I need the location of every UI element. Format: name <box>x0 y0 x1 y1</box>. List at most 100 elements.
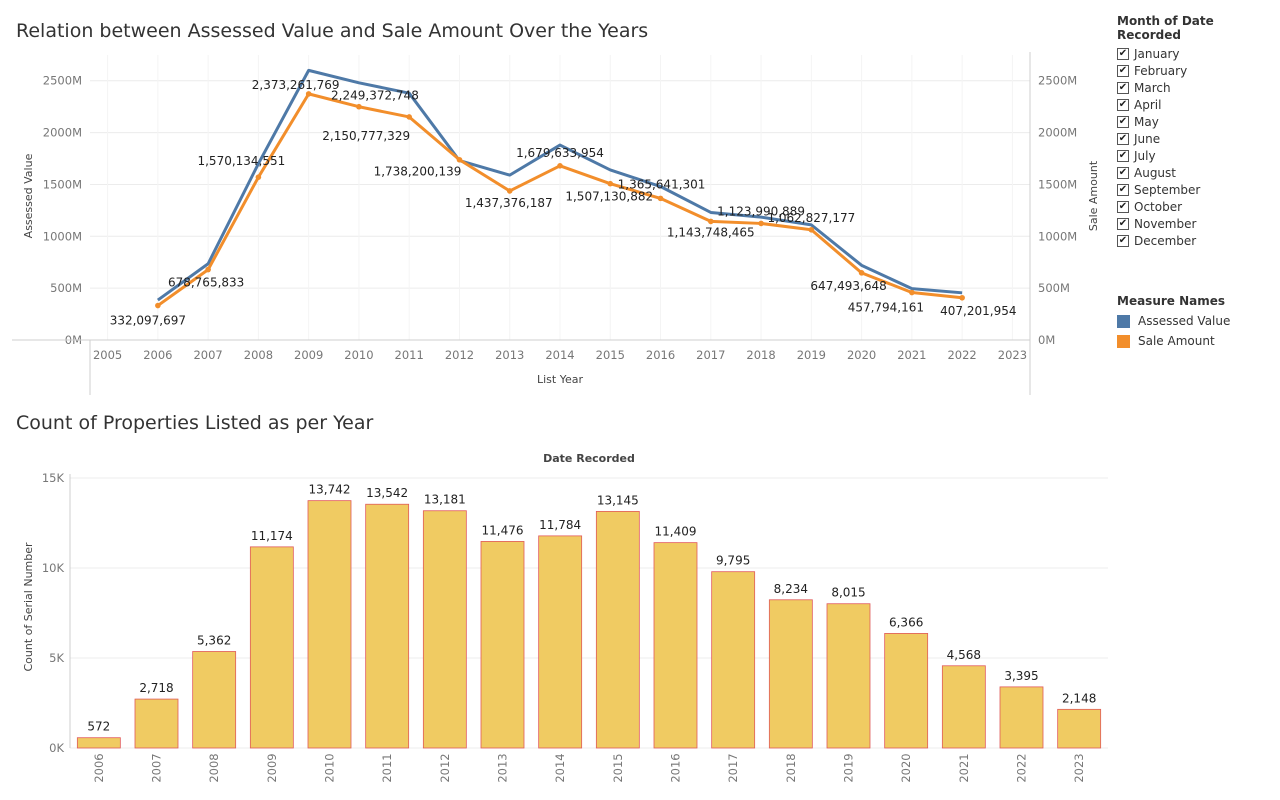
month-filter-item[interactable]: ✔ March <box>1117 79 1280 96</box>
month-filter-item[interactable]: ✔ November <box>1117 215 1280 232</box>
checkbox-checked-icon[interactable]: ✔ <box>1117 200 1129 213</box>
checkbox-checked-icon[interactable]: ✔ <box>1117 81 1129 94</box>
x-tick-label: 2012 <box>438 753 452 782</box>
bar <box>1057 708 1102 749</box>
month-filter-item[interactable]: ✔ August <box>1117 164 1280 181</box>
data-label: 1,679,633,954 <box>516 146 604 160</box>
measure-legend-item[interactable]: Sale Amount <box>1117 331 1230 351</box>
month-filter-label: April <box>1134 97 1162 112</box>
data-label: 1,143,748,465 <box>667 225 755 239</box>
x-tick-label: 2011 <box>395 348 424 362</box>
month-filter-item[interactable]: ✔ April <box>1117 96 1280 113</box>
bar-value-label: 2,148 <box>1062 691 1096 705</box>
month-filter-label: September <box>1134 182 1201 197</box>
sale-amount-point <box>205 266 211 273</box>
y-tick-label: 15K <box>42 471 65 485</box>
month-filter-label: December <box>1134 233 1197 248</box>
y-tick-label: 0K <box>49 741 64 755</box>
x-tick-label: 2023 <box>998 348 1027 362</box>
bar <box>884 633 929 749</box>
checkbox-checked-icon[interactable]: ✔ <box>1117 149 1129 162</box>
x-tick-label: 2014 <box>553 753 567 782</box>
sale-amount-point <box>406 114 412 120</box>
month-filter-item[interactable]: ✔ October <box>1117 198 1280 215</box>
bar <box>480 541 525 749</box>
data-label: 678,765,833 <box>168 276 244 290</box>
month-filter-item[interactable]: ✔ January <box>1117 45 1280 62</box>
legend-swatch <box>1117 314 1130 328</box>
bar-chart-header: Date Recorded <box>543 452 635 465</box>
month-filter-item[interactable]: ✔ September <box>1117 181 1280 198</box>
checkbox-checked-icon[interactable]: ✔ <box>1117 115 1129 128</box>
month-filter-item[interactable]: ✔ February <box>1117 62 1280 79</box>
checkbox-checked-icon[interactable]: ✔ <box>1117 166 1129 179</box>
x-tick-label: 2013 <box>496 753 510 782</box>
data-label: 2,249,372,748 <box>331 89 419 103</box>
x-tick-label: 2014 <box>545 348 574 362</box>
bar <box>711 571 756 749</box>
data-label: 1,062,827,177 <box>767 211 855 225</box>
data-label: 1,365,641,301 <box>618 177 706 191</box>
checkbox-checked-icon[interactable]: ✔ <box>1117 183 1129 196</box>
bar-value-label: 4,568 <box>947 648 981 662</box>
x-tick-label: 2015 <box>596 348 625 362</box>
y2-tick-label: 2500M <box>1038 74 1077 88</box>
x-tick-label: 2009 <box>265 753 279 782</box>
x-axis-title: List Year <box>537 373 583 386</box>
sale-amount-point <box>255 174 262 180</box>
checkbox-checked-icon[interactable]: ✔ <box>1117 217 1129 230</box>
y-tick-label: 500M <box>50 281 82 295</box>
bar <box>595 510 640 749</box>
month-filter-item[interactable]: ✔ December <box>1117 232 1280 249</box>
bar-value-label: 11,174 <box>251 529 293 543</box>
measure-legend-title: Measure Names <box>1117 294 1226 308</box>
y2-tick-label: 500M <box>1038 281 1070 295</box>
month-filter-item[interactable]: ✔ July <box>1117 147 1280 164</box>
y2-axis-title: Sale Amount <box>1087 160 1100 231</box>
x-tick-label: 2018 <box>746 348 775 362</box>
y2-tick-label: 1000M <box>1038 229 1077 243</box>
checkbox-checked-icon[interactable]: ✔ <box>1117 47 1129 60</box>
x-tick-label: 2019 <box>842 753 856 782</box>
sale-amount-point <box>305 91 312 97</box>
month-filter-legend: Month of Date Recorded ✔ January ✔ February… <box>1117 14 1280 249</box>
measure-legend-item[interactable]: Assessed Value <box>1117 311 1230 331</box>
bar-chart-title: Count of Properties Listed as per Year <box>16 412 374 434</box>
month-filter-item[interactable]: ✔ May <box>1117 113 1280 130</box>
bar <box>192 651 237 749</box>
checkbox-checked-icon[interactable]: ✔ <box>1117 64 1129 77</box>
bar <box>249 546 294 749</box>
month-filter-label: November <box>1134 216 1197 231</box>
month-filter-label: July <box>1134 148 1156 163</box>
bar-value-label: 13,145 <box>597 493 639 507</box>
x-tick-label: 2011 <box>380 753 394 782</box>
assessed-value-line <box>156 68 963 302</box>
data-label: 1,570,134,551 <box>197 154 285 168</box>
month-filter-title: Month of Date Recorded <box>1117 14 1214 42</box>
bar-chart: Date Recorded 0K 5K 10K 15K Count of Serial N… <box>22 452 1108 783</box>
y-tick-label: 5K <box>49 651 64 665</box>
sale-amount-point <box>155 302 161 309</box>
bar <box>999 686 1044 749</box>
x-tick-label: 2017 <box>696 348 725 362</box>
bar-value-label: 11,476 <box>482 523 524 537</box>
checkbox-checked-icon[interactable]: ✔ <box>1117 98 1129 111</box>
x-tick-label: 2007 <box>150 753 164 782</box>
month-filter-label: May <box>1134 114 1159 129</box>
sale-amount-point <box>506 188 513 194</box>
month-filter-list: ✔ January ✔ February ✔ March ✔ April ✔ May ✔ June ✔ J… <box>1117 45 1280 249</box>
bar <box>768 599 813 749</box>
checkbox-checked-icon[interactable]: ✔ <box>1117 234 1129 247</box>
bar-value-label: 2,718 <box>139 681 173 695</box>
month-filter-label: March <box>1134 80 1171 95</box>
x-tick-label: 2016 <box>669 753 683 782</box>
month-filter-label: January <box>1134 46 1180 61</box>
bar-value-label: 9,795 <box>716 554 750 568</box>
checkbox-checked-icon[interactable]: ✔ <box>1117 132 1129 145</box>
data-label: 1,507,130,882 <box>565 190 653 204</box>
legend-swatch <box>1117 334 1130 348</box>
x-tick-label: 2019 <box>797 348 826 362</box>
data-label: 2,150,777,329 <box>322 129 410 143</box>
month-filter-item[interactable]: ✔ June <box>1117 130 1280 147</box>
